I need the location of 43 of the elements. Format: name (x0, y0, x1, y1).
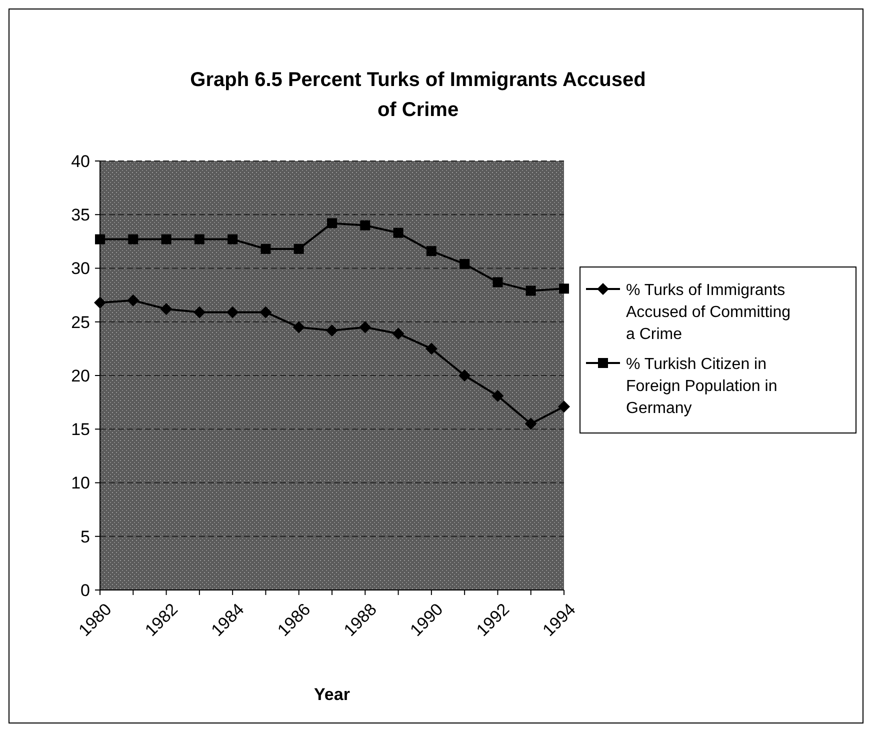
point (426, 246, 436, 256)
point (160, 303, 172, 316)
point (327, 218, 337, 228)
y-tick-label: 20 (71, 366, 90, 386)
x-axis-title: Year (314, 685, 350, 704)
point (460, 258, 470, 269)
point (95, 234, 105, 244)
point (228, 234, 238, 244)
point (226, 306, 239, 318)
point (292, 321, 305, 334)
point (326, 324, 338, 336)
y-tick-label: 15 (71, 420, 90, 440)
point (458, 370, 471, 382)
point (128, 234, 138, 244)
y-tick-label: 25 (71, 312, 90, 332)
point (260, 244, 271, 254)
point (393, 228, 404, 238)
point (558, 400, 570, 413)
point (194, 234, 204, 244)
y-tick-label: 5 (80, 527, 90, 546)
point (294, 244, 304, 254)
point (161, 234, 172, 244)
chart-title: Graph 6.5 Percent Turks of Immigrants Accused of Crime (190, 69, 646, 121)
point (359, 321, 372, 334)
point (559, 284, 569, 294)
y-tick-label: 30 (71, 259, 90, 278)
legend-label: % Turks of Immigrants Accused of Committing a Crime (626, 282, 791, 343)
point (524, 418, 537, 430)
point (492, 390, 504, 402)
point (94, 296, 106, 309)
point (492, 277, 503, 288)
y-tick-label: 40 (71, 152, 90, 171)
y-tick-label: 0 (80, 580, 90, 600)
point (526, 286, 536, 296)
point (360, 220, 370, 230)
point (260, 306, 272, 318)
point (193, 306, 206, 318)
y-tick-label: 10 (71, 474, 90, 493)
point (425, 342, 438, 355)
legend-label: % Turkish Citizen in Foreign Population in Germany (626, 356, 778, 417)
point (392, 328, 404, 340)
y-tick-label: 35 (71, 206, 90, 225)
point (127, 294, 140, 306)
